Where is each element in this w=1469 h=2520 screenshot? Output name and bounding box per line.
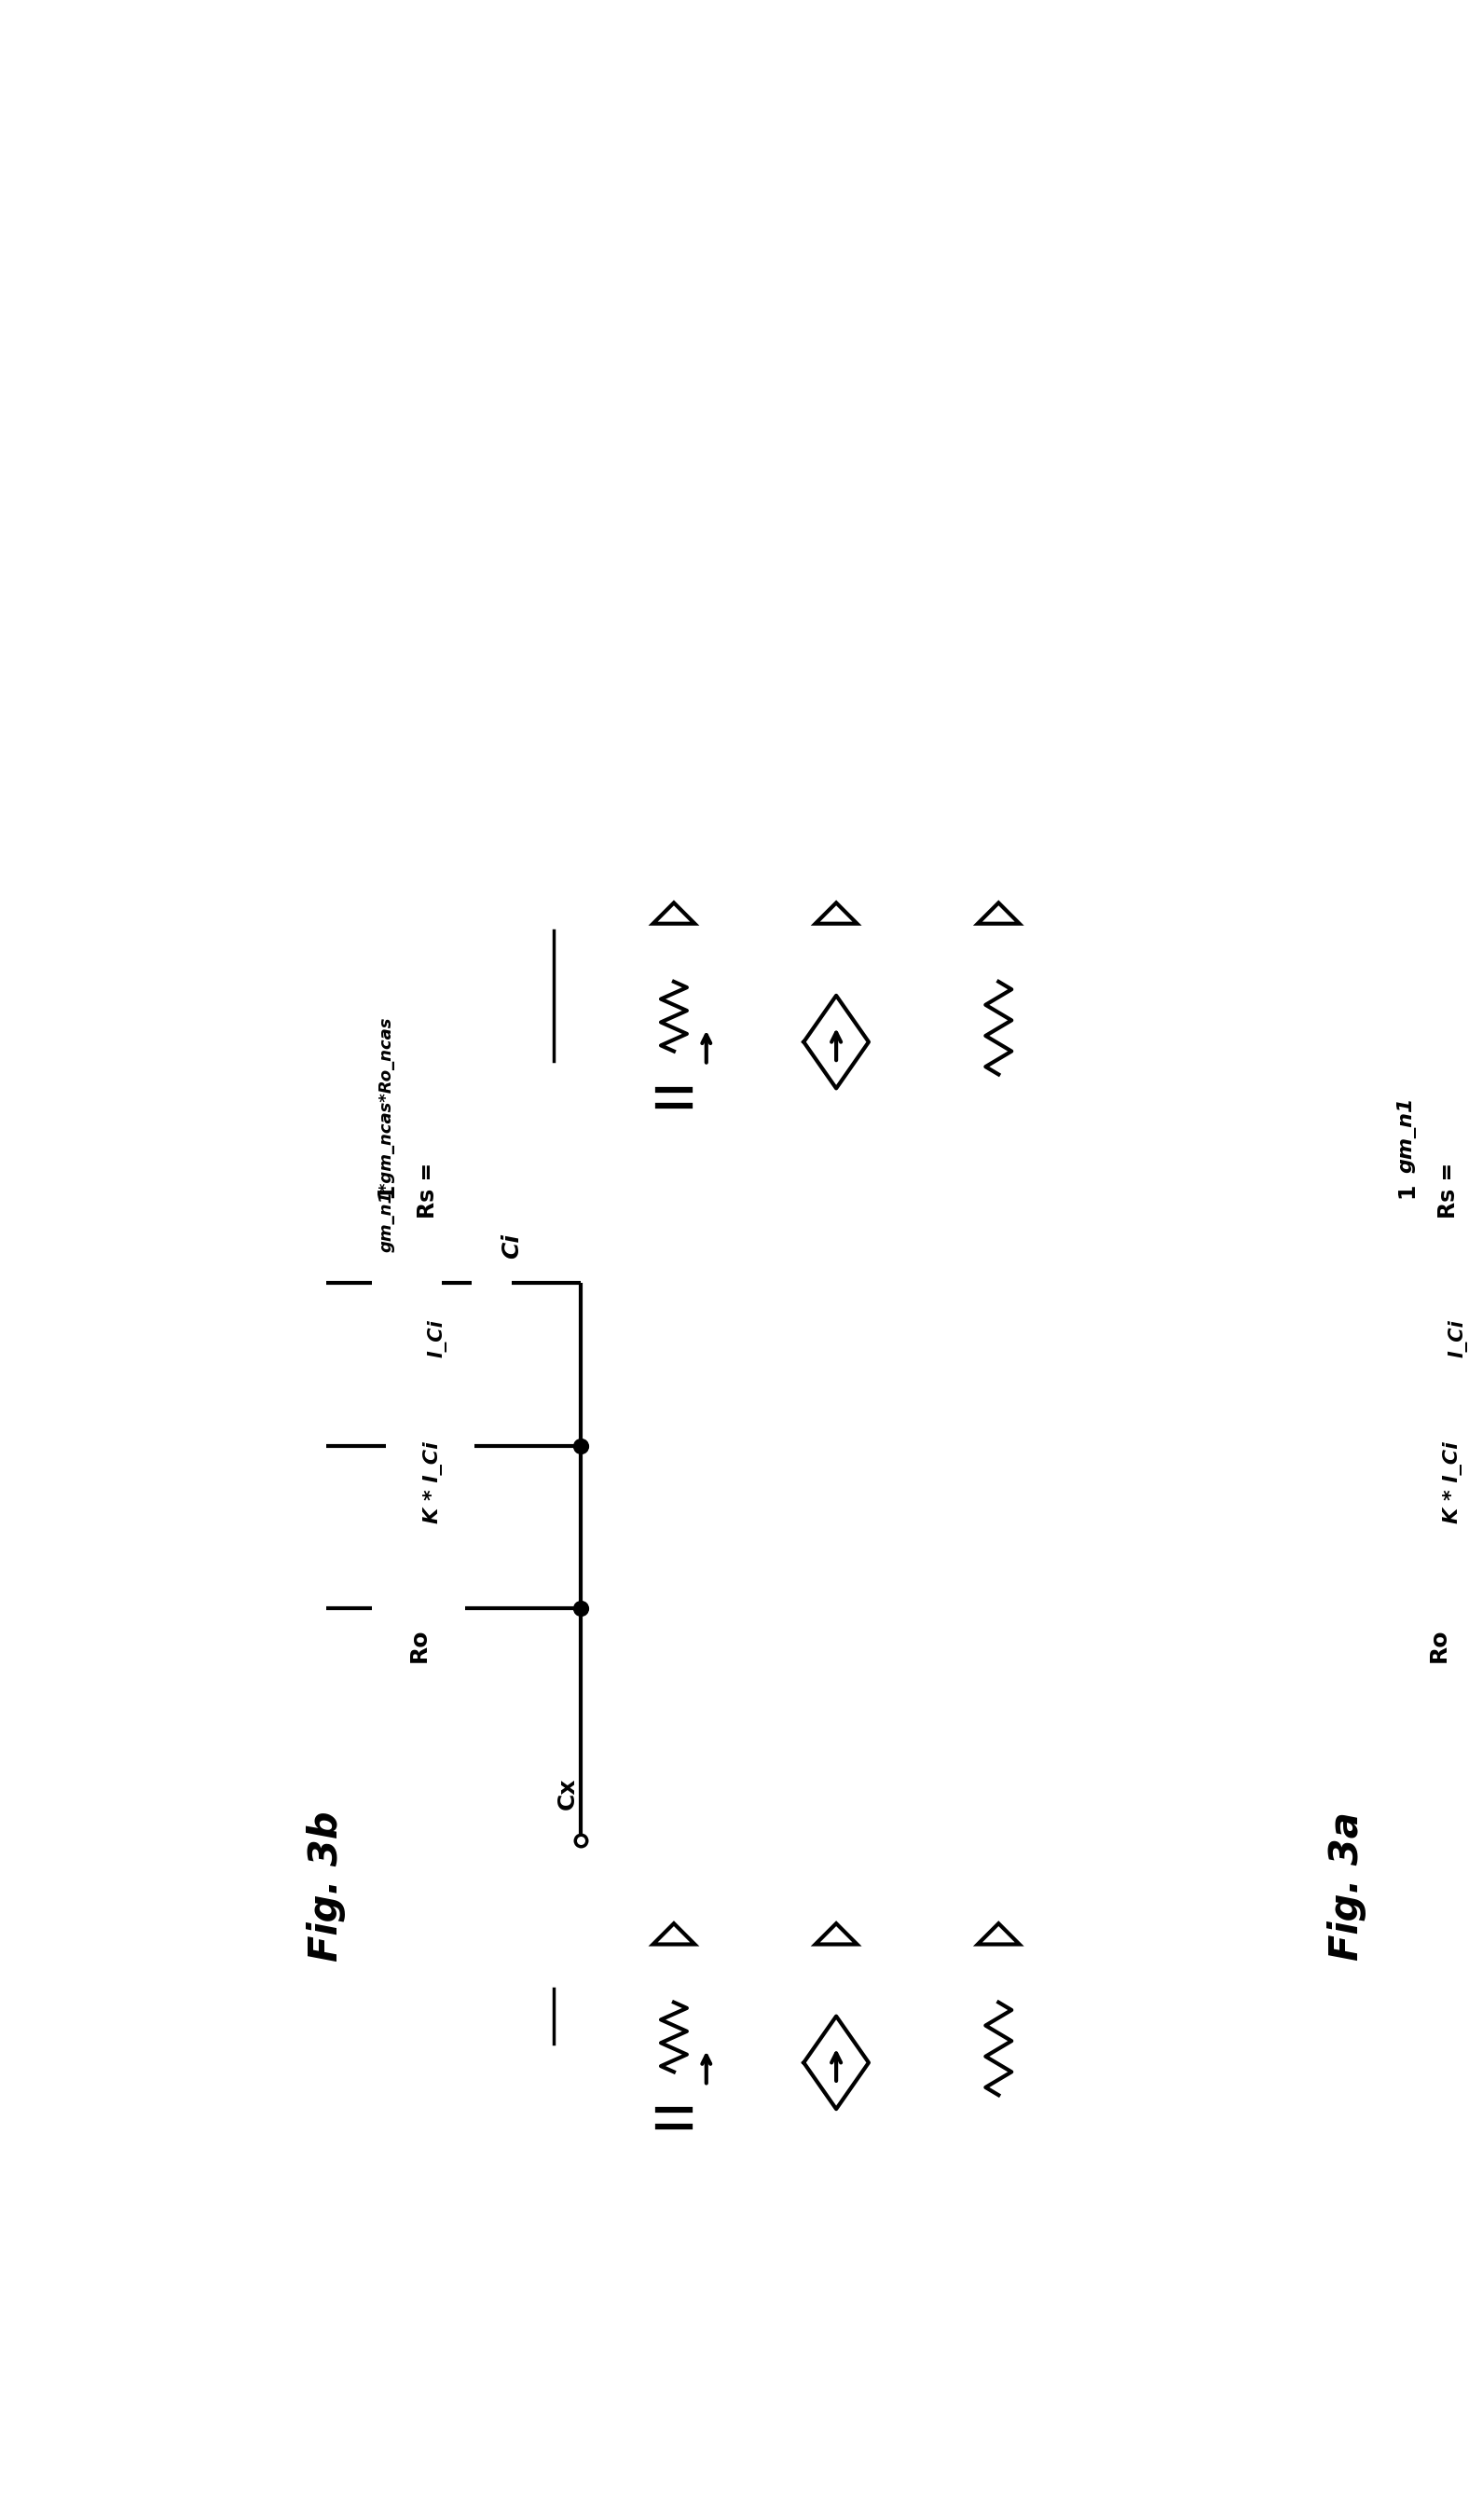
Text: Fig. 3a: Fig. 3a bbox=[1327, 1812, 1366, 1961]
Text: Ro: Ro bbox=[1428, 1628, 1450, 1663]
Text: Rs =: Rs = bbox=[417, 1162, 439, 1220]
Point bbox=[570, 1588, 593, 1628]
Text: Ci: Ci bbox=[501, 1232, 523, 1257]
Text: I_Ci: I_Ci bbox=[1448, 1320, 1468, 1358]
Text: gm_n1: gm_n1 bbox=[1397, 1096, 1416, 1172]
Text: K * I_Ci: K * I_Ci bbox=[423, 1441, 442, 1525]
Text: K * I_Ci: K * I_Ci bbox=[1444, 1441, 1463, 1525]
Text: Cx: Cx bbox=[555, 1777, 579, 1809]
Text: Fig. 3b: Fig. 3b bbox=[307, 1812, 345, 1961]
Text: Ro: Ro bbox=[407, 1628, 430, 1663]
Text: 1: 1 bbox=[375, 1182, 398, 1197]
Text: Rs =: Rs = bbox=[1437, 1162, 1460, 1220]
Point bbox=[570, 1426, 593, 1467]
Text: 1: 1 bbox=[1396, 1182, 1418, 1197]
Text: gm_n1*gm_ncas*Ro_ncas: gm_n1*gm_ncas*Ro_ncas bbox=[378, 1018, 395, 1252]
Text: I_Ci: I_Ci bbox=[427, 1320, 447, 1358]
